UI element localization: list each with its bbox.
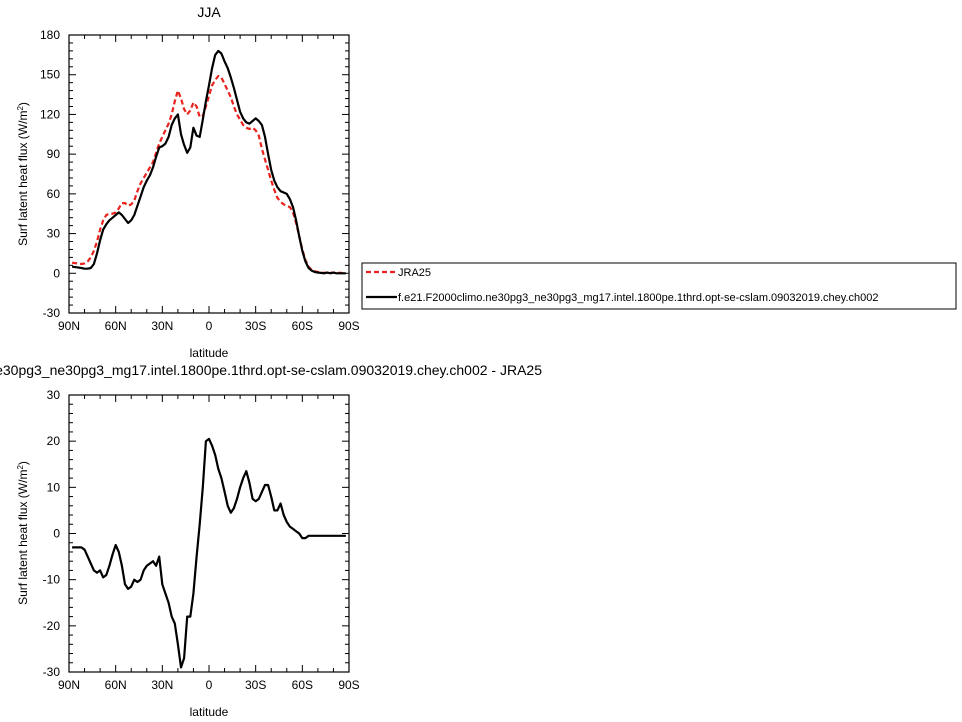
top-x-axis-title: latitude — [190, 346, 229, 360]
bottom-y-tick-label: -10 — [43, 573, 61, 587]
top-x-tick-label: 30S — [245, 319, 266, 333]
top-x-tick-label: 30N — [151, 319, 173, 333]
bottom-y-axis-title-sup: 2 — [16, 465, 25, 470]
legend-box — [361, 262, 957, 310]
legend-label-model: f.e21.F2000climo.ne30pg3_ne30pg3_mg17.in… — [398, 292, 878, 304]
top-y-axis-title-sup: 2 — [16, 106, 25, 111]
top-jra25-series-line — [71, 74, 346, 275]
top-y-tick-label: -30 — [43, 306, 61, 320]
bottom-x-tick-label: 0 — [206, 678, 213, 692]
top-panel: JJA 90N 60N 30N 0 30S 60S 90S -30 0 30 60 90 120 150 1… — [16, 4, 360, 360]
top-x-tick-label: 0 — [206, 319, 213, 333]
bottom-y-tick-label: 30 — [47, 388, 61, 402]
bottom-x-tick-label: 60N — [105, 678, 127, 692]
top-y-tick-label: 60 — [47, 187, 61, 201]
top-y-axis-title-main: Surf latent heat flux (W/m — [16, 111, 30, 246]
bottom-chart-title: f.e21.F2000climo.ne30pg3_ne30pg3_mg17.in… — [0, 362, 542, 378]
top-x-tick-label: 60N — [105, 319, 127, 333]
top-y-tick-label: 90 — [47, 147, 61, 161]
top-model-series-line — [71, 49, 346, 275]
bottom-series — [72, 437, 346, 669]
top-x-tick-label: 90N — [58, 319, 80, 333]
bottom-ticks: 90N 60N 30N 0 30S 60S 90S -30 -20 -10 0 10 20 30 — [43, 388, 360, 692]
top-y-tick-label: 0 — [53, 266, 60, 280]
bottom-x-tick-label: 30S — [245, 678, 266, 692]
bottom-plot-frame — [68, 394, 350, 673]
legend: JRA25 f.e21.F2000climo.ne30pg3_ne30pg3_m… — [361, 262, 957, 310]
top-y-axis-title-close: ) — [16, 102, 30, 106]
bottom-y-axis-title-main: Surf latent heat flux (W/m — [16, 470, 30, 605]
bottom-y-tick-label: -20 — [43, 619, 61, 633]
bottom-y-tick-label: -30 — [43, 665, 61, 679]
bottom-y-tick-label: 10 — [47, 480, 61, 494]
top-series — [71, 49, 346, 275]
bottom-x-tick-label: 30N — [151, 678, 173, 692]
top-y-axis-title: Surf latent heat flux (W/m2) — [16, 102, 30, 246]
bottom-y-tick-label: 20 — [47, 434, 61, 448]
legend-label-jra25: JRA25 — [398, 267, 431, 279]
top-y-tick-label: 150 — [40, 68, 60, 82]
top-x-tick-label: 60S — [292, 319, 313, 333]
bottom-y-axis-title: Surf latent heat flux (W/m2) — [16, 461, 30, 605]
bottom-panel: f.e21.F2000climo.ne30pg3_ne30pg3_mg17.in… — [0, 362, 542, 719]
bottom-y-tick-label: 0 — [53, 527, 60, 541]
top-y-tick-label: 30 — [47, 227, 61, 241]
top-chart-title: JJA — [197, 4, 221, 20]
bottom-x-tick-label: 90N — [58, 678, 80, 692]
bottom-x-axis-title: latitude — [190, 705, 229, 719]
top-x-tick-label: 90S — [338, 319, 359, 333]
bottom-x-tick-label: 60S — [292, 678, 313, 692]
bottom-x-tick-label: 90S — [338, 678, 359, 692]
bottom-y-axis-title-close: ) — [16, 461, 30, 465]
top-y-tick-label: 120 — [40, 107, 60, 121]
top-ticks: 90N 60N 30N 0 30S 60S 90S -30 0 30 60 90 120 150 180 — [40, 28, 360, 333]
top-plot-frame — [68, 34, 350, 314]
bottom-model-series-line — [72, 437, 346, 669]
top-y-tick-label: 180 — [40, 28, 60, 42]
